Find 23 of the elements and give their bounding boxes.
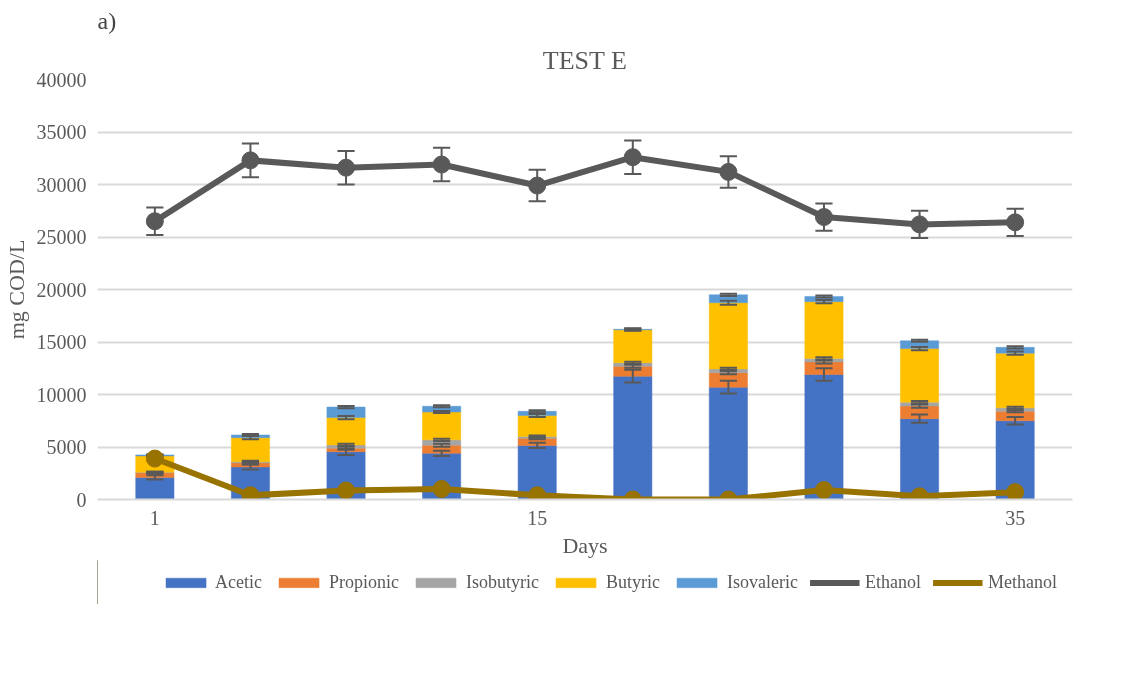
x-tick-label: 1 [149, 506, 160, 529]
y-tick-label: 10000 [36, 383, 87, 406]
text: a) [97, 7, 117, 34]
x-axis-title: Days [562, 532, 608, 558]
y-tick-label: 15000 [36, 331, 87, 353]
x-tick-label: 15 [527, 506, 548, 529]
legend-label: Isobutyric [466, 571, 539, 593]
y-tick-label: 25000 [36, 226, 87, 248]
y-tick-label: 40000 [36, 68, 87, 91]
y-tick-label: 35000 [36, 121, 87, 143]
y-tick-label: 20000 [36, 278, 87, 301]
x-tick-label: 35 [1005, 506, 1026, 529]
y-tick-label: 30000 [36, 173, 87, 196]
chart-title: TEST E [542, 45, 627, 75]
y-tick-label: 0 [76, 488, 87, 511]
y-axis-title: mg COD/L [3, 239, 29, 340]
legend-label: Butyric [605, 571, 660, 593]
legend-label: Methanol [987, 571, 1057, 593]
legend-label: Isovaleric [726, 571, 798, 593]
legend-label: Ethanol [864, 571, 921, 593]
legend-label: Acetic [215, 571, 263, 593]
legend-label: Propionic [329, 571, 400, 593]
y-tick-label: 5000 [46, 436, 87, 458]
